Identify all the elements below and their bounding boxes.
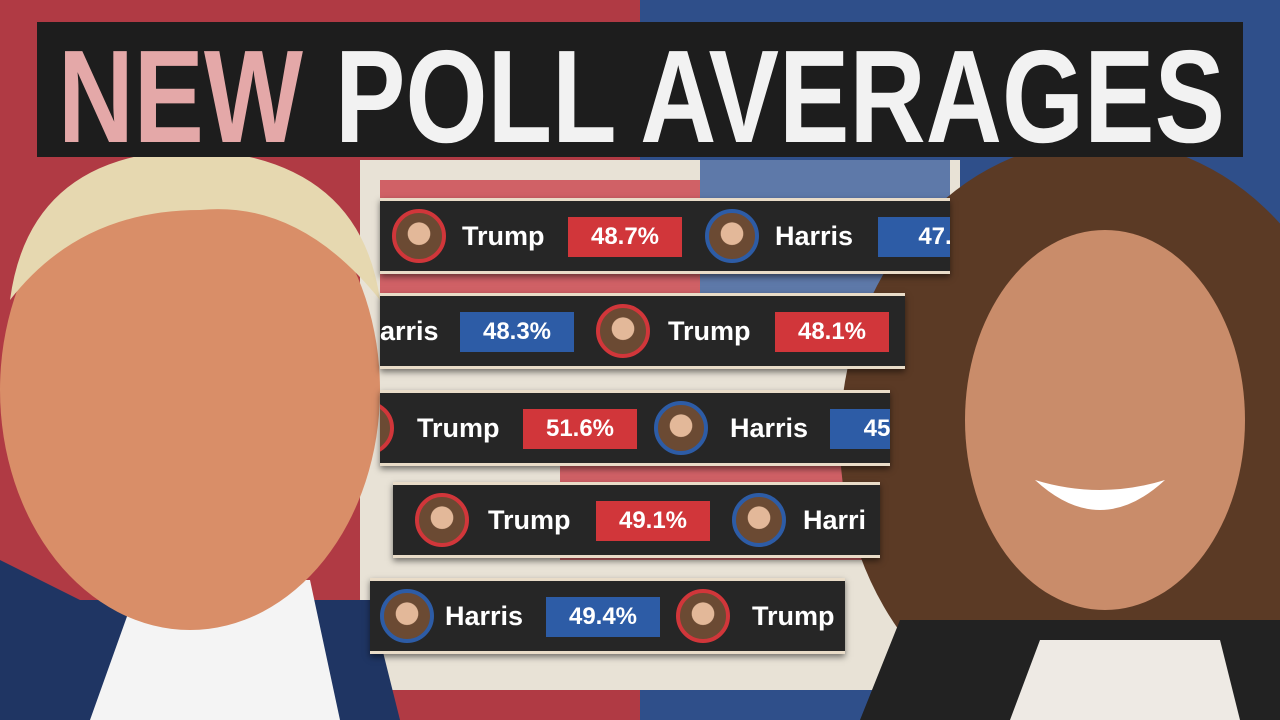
poll-row: Trump 49.1% Harri — [393, 482, 880, 558]
title-new: NEW — [58, 23, 303, 170]
candidate-name: Trump — [417, 413, 500, 443]
candidate-name: Trump — [462, 221, 545, 251]
poll-percent: 47. — [878, 217, 950, 257]
candidate-name: Harris — [445, 601, 524, 631]
poll-percent: 49.4% — [546, 597, 660, 637]
poll-row: Harris 49.4% Trump — [370, 578, 845, 654]
title-rest: POLL AVERAGES — [335, 23, 1225, 170]
candidate-avatar — [380, 401, 394, 455]
poll-row: Trump 51.6% Harris 45.9 — [380, 390, 890, 466]
candidate-avatar — [380, 589, 434, 643]
harris-photo — [840, 140, 1280, 720]
candidate-name: Trump — [488, 505, 571, 535]
candidate-name: Harri — [803, 505, 867, 535]
candidate-avatar — [596, 304, 650, 358]
poll-percent: 45.9 — [830, 409, 890, 449]
poll-percent: 48.3% — [460, 312, 574, 352]
poll-percent: 48.1% — [775, 312, 889, 352]
candidate-name: Harris — [730, 413, 809, 443]
candidate-name: arris — [380, 316, 439, 346]
candidate-name: Trump — [668, 316, 751, 346]
candidate-avatar — [392, 209, 446, 263]
poll-row: Trump 48.7% Harris 47. — [380, 198, 950, 274]
candidate-avatar — [415, 493, 469, 547]
poll-percent: 51.6% — [523, 409, 637, 449]
poll-row: arris 48.3% Trump 48.1% — [380, 293, 905, 369]
candidate-avatar — [654, 401, 708, 455]
candidate-avatar — [705, 209, 759, 263]
candidate-avatar — [676, 589, 730, 643]
poll-percent: 48.7% — [568, 217, 682, 257]
candidate-avatar — [732, 493, 786, 547]
poll-percent: 49.1% — [596, 501, 710, 541]
candidate-name: Trump — [752, 601, 835, 631]
trump-photo — [0, 150, 400, 720]
candidate-name: Harris — [775, 221, 854, 251]
